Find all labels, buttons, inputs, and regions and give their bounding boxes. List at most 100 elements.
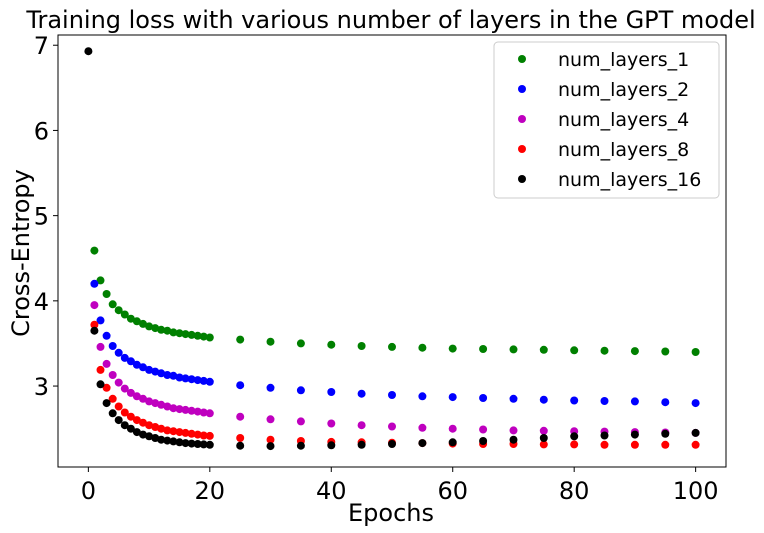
data-point	[169, 371, 178, 380]
data-point	[205, 440, 214, 449]
data-point	[205, 409, 214, 418]
data-point	[388, 440, 396, 448]
data-point	[357, 440, 366, 449]
data-point	[266, 337, 275, 346]
data-point	[102, 359, 111, 368]
data-point	[296, 339, 305, 348]
data-point	[418, 439, 427, 448]
data-point	[388, 422, 396, 431]
y-tick-label: 3	[34, 373, 49, 401]
chart-title: Training loss with various number of lay…	[25, 6, 755, 34]
data-point	[132, 392, 141, 401]
y-tick-label: 7	[34, 32, 49, 60]
data-point	[181, 405, 190, 414]
data-point	[570, 432, 579, 441]
data-point	[691, 399, 700, 408]
data-point	[661, 398, 670, 407]
y-tick-label: 6	[34, 117, 49, 145]
data-point	[108, 394, 117, 403]
data-point	[151, 324, 160, 333]
data-point	[199, 408, 208, 417]
data-point	[236, 412, 245, 421]
data-point	[151, 399, 160, 408]
data-point	[205, 377, 214, 386]
data-point	[570, 440, 579, 449]
data-point	[357, 342, 366, 350]
data-point	[108, 342, 117, 350]
data-point	[479, 394, 488, 402]
series-num_layers_8	[90, 320, 700, 449]
data-point	[114, 348, 123, 357]
data-point	[327, 340, 336, 349]
series-num_layers_2	[90, 279, 700, 408]
data-point	[327, 441, 336, 450]
data-point	[327, 419, 336, 428]
data-point	[570, 346, 579, 355]
data-point	[357, 389, 366, 398]
legend-marker	[518, 145, 526, 153]
data-point	[126, 314, 135, 323]
data-point	[157, 325, 166, 334]
data-point	[509, 345, 518, 354]
data-point	[236, 381, 245, 390]
data-point	[266, 435, 275, 444]
legend-box	[493, 41, 720, 199]
data-point	[193, 376, 202, 385]
data-point	[169, 404, 178, 413]
data-point	[187, 406, 196, 415]
data-point	[163, 371, 172, 379]
legend-marker	[518, 115, 526, 123]
data-point	[114, 378, 123, 387]
data-point	[296, 441, 305, 450]
data-point	[169, 427, 178, 436]
data-point	[199, 376, 208, 385]
data-point	[181, 374, 190, 383]
data-point	[539, 395, 548, 404]
data-point	[418, 423, 427, 432]
x-axis-label: Epochs	[348, 499, 434, 527]
legend: num_layers_1 num_layers_2 num_layers_4 num_…	[493, 41, 720, 199]
data-point	[661, 347, 670, 356]
data-point	[199, 332, 208, 341]
data-point	[102, 399, 111, 408]
legend-label: num_layers_1	[558, 49, 689, 71]
data-point	[187, 330, 196, 339]
data-point	[661, 440, 670, 449]
data-point	[181, 428, 190, 437]
data-point	[418, 343, 427, 352]
data-point	[448, 424, 457, 433]
data-point	[236, 441, 245, 450]
data-point	[163, 436, 172, 445]
data-point	[145, 365, 154, 374]
data-point	[509, 426, 518, 435]
data-point	[114, 416, 123, 425]
data-point	[418, 392, 427, 401]
data-point	[157, 424, 166, 433]
data-point	[691, 428, 700, 437]
series-num_layers_1	[90, 246, 700, 356]
data-point	[479, 437, 488, 445]
data-point	[600, 346, 609, 355]
data-point	[691, 348, 700, 356]
data-point	[175, 428, 184, 437]
legend-marker	[518, 55, 526, 63]
data-point	[691, 440, 700, 449]
data-point	[108, 371, 117, 379]
data-point	[145, 322, 154, 331]
x-axis-ticks: 0 20 40 60 80 100	[81, 467, 719, 505]
data-point	[169, 437, 178, 446]
legend-label: num_layers_2	[558, 79, 689, 101]
data-point	[126, 357, 135, 366]
series-num_layers_4	[90, 301, 700, 437]
data-point	[132, 428, 141, 437]
data-point	[193, 430, 202, 439]
data-point	[630, 440, 639, 449]
data-point	[661, 429, 670, 438]
data-point	[266, 442, 275, 451]
data-point	[96, 276, 105, 285]
data-point	[175, 438, 184, 447]
data-point	[120, 421, 129, 430]
data-point	[448, 344, 457, 353]
data-point	[509, 435, 518, 444]
